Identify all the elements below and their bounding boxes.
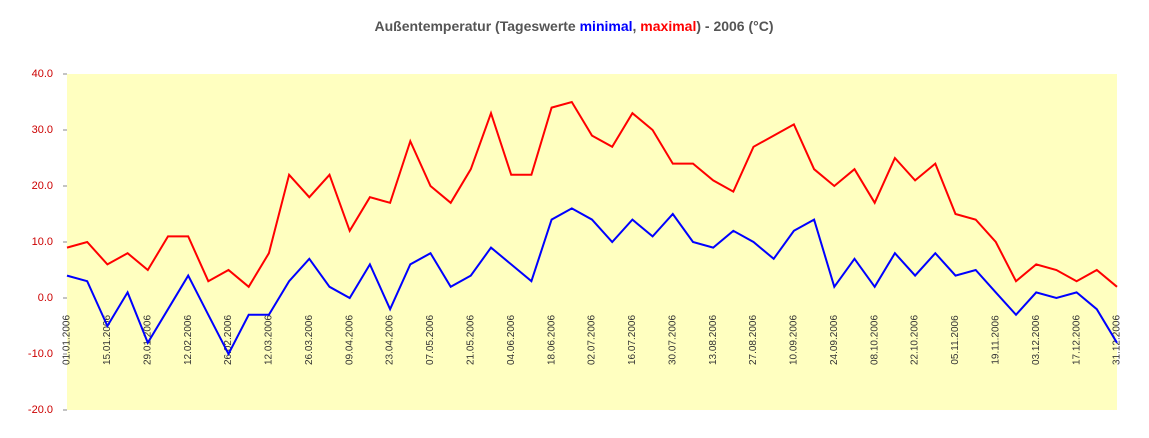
y-tick-label: -10.0 [28,348,53,360]
y-tick-label: 40.0 [32,68,53,80]
x-tick-label: 16.07.2006 [627,315,638,365]
x-tick-label: 03.12.2006 [1031,315,1042,365]
x-tick-label: 04.06.2006 [506,315,517,365]
x-tick-label: 18.06.2006 [546,315,557,365]
y-tick-label: -20.0 [28,404,53,416]
title-part: Außentemperatur (Tageswerte [374,18,579,34]
title-part: , [633,18,641,34]
x-tick-label: 07.05.2006 [425,315,436,365]
x-tick-label: 21.05.2006 [465,315,476,365]
x-tick-label: 12.02.2006 [183,315,194,365]
series-line [66,100,1118,289]
x-tick-label: 26.02.2006 [223,315,234,365]
y-tick-label: 0.0 [38,292,53,304]
x-tick-label: 05.11.2006 [950,315,961,365]
x-tick-label: 27.08.2006 [748,315,759,365]
series-line [66,207,1118,357]
x-tick-label: 13.08.2006 [708,315,719,365]
x-tick-label: 02.07.2006 [587,315,598,365]
x-tick-label: 23.04.2006 [385,315,396,365]
x-tick-label: 24.09.2006 [829,315,840,365]
x-tick-label: 08.10.2006 [869,315,880,365]
x-tick-label: 15.01.2006 [102,315,113,365]
y-tick-label: 20.0 [32,180,53,192]
x-tick-label: 17.12.2006 [1071,315,1082,365]
x-tick-label: 10.09.2006 [789,315,800,365]
plot-area [67,74,1117,410]
x-tick-label: 09.04.2006 [344,315,355,365]
title-part: minimal [580,18,633,34]
x-tick-label: 31.12.2006 [1112,315,1123,365]
x-tick-label: 30.07.2006 [667,315,678,365]
x-tick-label: 22.10.2006 [910,315,921,365]
x-tick-label: 26.03.2006 [304,315,315,365]
y-tick-label: 30.0 [32,124,53,136]
x-tick-label: 19.11.2006 [990,315,1001,365]
title-part: maximal [640,18,696,34]
x-tick-label: 01.01.2006 [62,315,73,365]
x-tick-label: 12.03.2006 [264,315,275,365]
x-tick-label: 29.01.2006 [142,315,153,365]
chart-title: Außentemperatur (Tageswerte minimal, max… [374,18,773,34]
y-tick-label: 10.0 [32,236,53,248]
title-part: ) - 2006 (°C) [696,18,773,34]
